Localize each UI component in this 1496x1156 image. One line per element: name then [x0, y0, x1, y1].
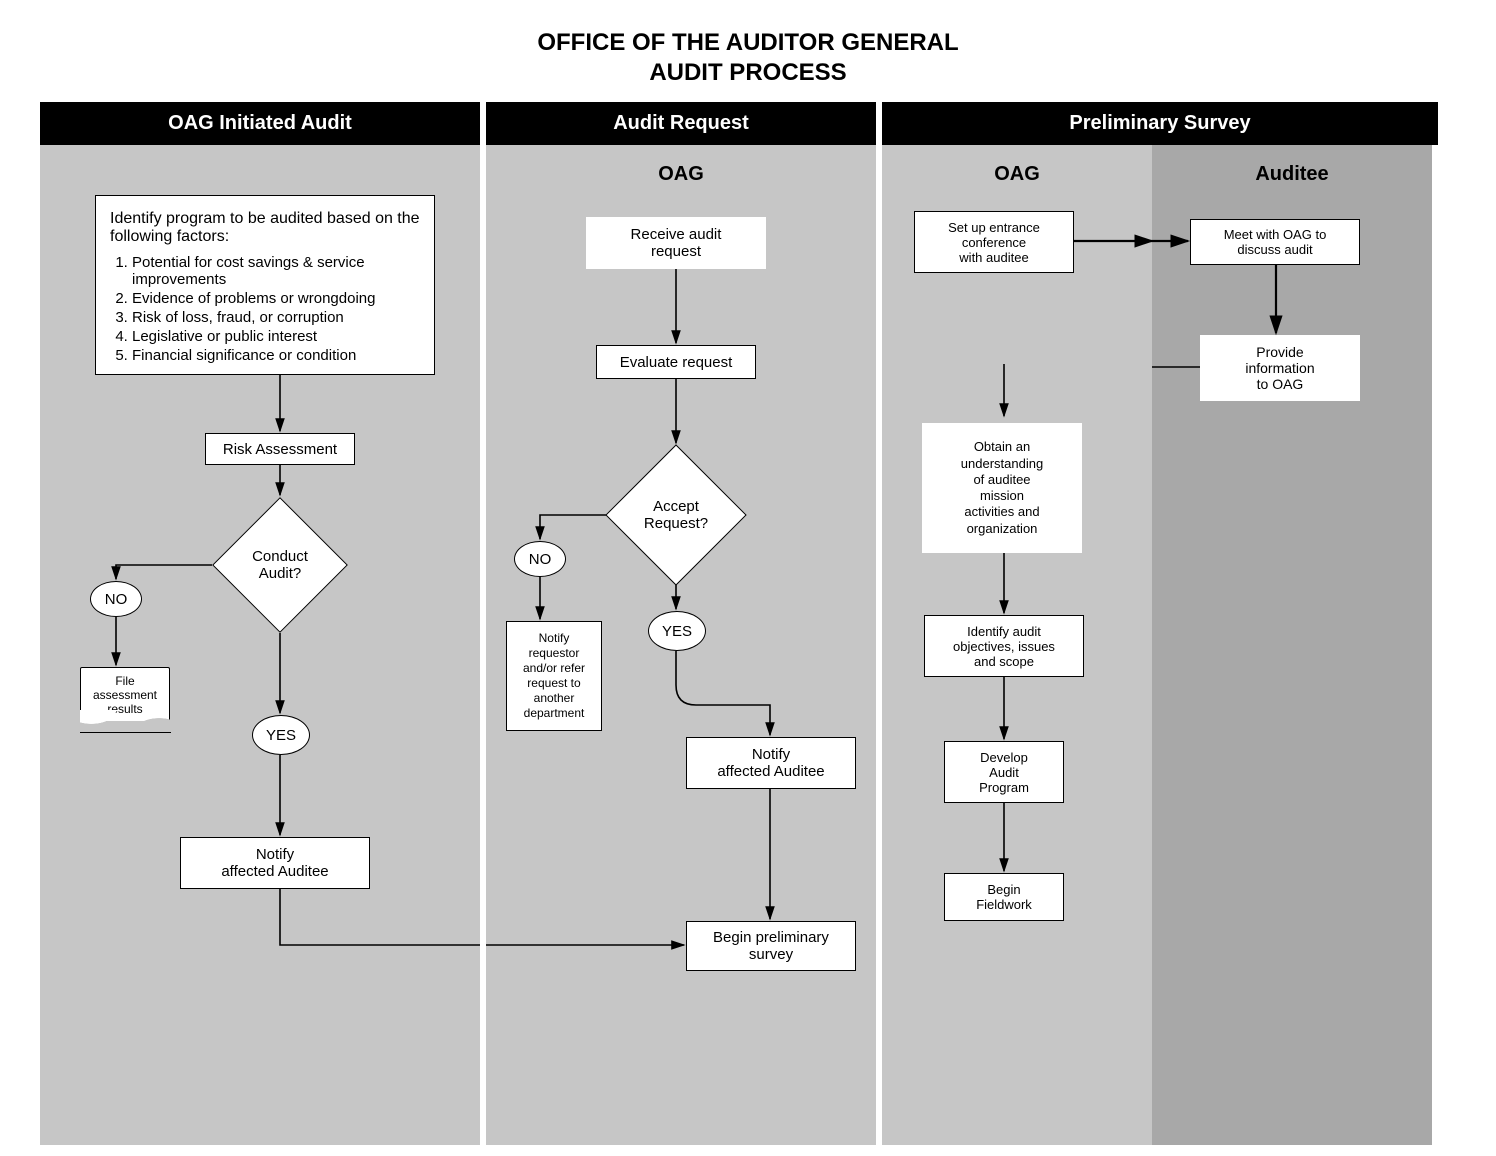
node-identify-program: Identify program to be audited based on …: [95, 195, 435, 375]
node-notify-requestor: Notify requestor and/or refer request to…: [506, 621, 602, 731]
node-begin-preliminary: Begin preliminary survey: [686, 921, 856, 971]
node-identify-objectives: Identify audit objectives, issues and sc…: [924, 615, 1084, 677]
node-meet-with-oag: Meet with OAG to discuss audit: [1190, 219, 1360, 265]
node-evaluate-request: Evaluate request: [596, 345, 756, 379]
node-notify-auditee-1: Notify affected Auditee: [180, 837, 370, 889]
factor-3: Risk of loss, fraud, or corruption: [132, 309, 420, 326]
factor-1: Potential for cost savings & service imp…: [132, 254, 420, 288]
identify-intro: Identify program to be audited based on …: [110, 210, 420, 246]
node-yes-2: YES: [648, 611, 706, 651]
swimlanes: OAG Initiated Audit Identify program to …: [0, 102, 1496, 1145]
factor-4: Legislative or public interest: [132, 328, 420, 345]
node-notify-auditee-2: Notify affected Auditee: [686, 737, 856, 789]
node-begin-fieldwork: Begin Fieldwork: [944, 873, 1064, 921]
edges-col4: [1152, 145, 1432, 1145]
node-file-results: File assessment results: [80, 667, 170, 721]
lane-preliminary-survey: Preliminary Survey OAG Set up entrance c…: [882, 102, 1438, 1145]
lane-oag-initiated: OAG Initiated Audit Identify program to …: [40, 102, 480, 1145]
sublabel-auditee: Auditee: [1152, 163, 1432, 186]
node-no-1: NO: [90, 581, 142, 617]
node-entrance-conference: Set up entrance conference with auditee: [914, 211, 1074, 273]
lane-audit-request: Audit Request OAG Receive audit request …: [486, 102, 876, 1145]
node-obtain-understanding: Obtain an understanding of auditee missi…: [922, 423, 1082, 553]
node-receive-request: Receive audit request: [586, 217, 766, 269]
page-title: OFFICE OF THE AUDITOR GENERAL AUDIT PROC…: [0, 0, 1496, 102]
sublabel-oag-3: OAG: [882, 163, 1152, 186]
factor-5: Financial significance or condition: [132, 347, 420, 364]
node-develop-program: Develop Audit Program: [944, 741, 1064, 803]
sublabel-oag-2: OAG: [486, 163, 876, 186]
lane-header-3: Preliminary Survey: [882, 102, 1438, 145]
lane-header-2: Audit Request: [486, 102, 876, 145]
identify-factors-list: Potential for cost savings & service imp…: [110, 254, 420, 364]
node-risk-assessment: Risk Assessment: [205, 433, 355, 465]
factor-2: Evidence of problems or wrongdoing: [132, 290, 420, 307]
node-yes-1: YES: [252, 715, 310, 755]
node-provide-information: Provide information to OAG: [1200, 335, 1360, 401]
lane-header-1: OAG Initiated Audit: [40, 102, 480, 145]
node-no-2: NO: [514, 541, 566, 577]
title-line-2: AUDIT PROCESS: [0, 58, 1496, 88]
title-line-1: OFFICE OF THE AUDITOR GENERAL: [0, 28, 1496, 58]
